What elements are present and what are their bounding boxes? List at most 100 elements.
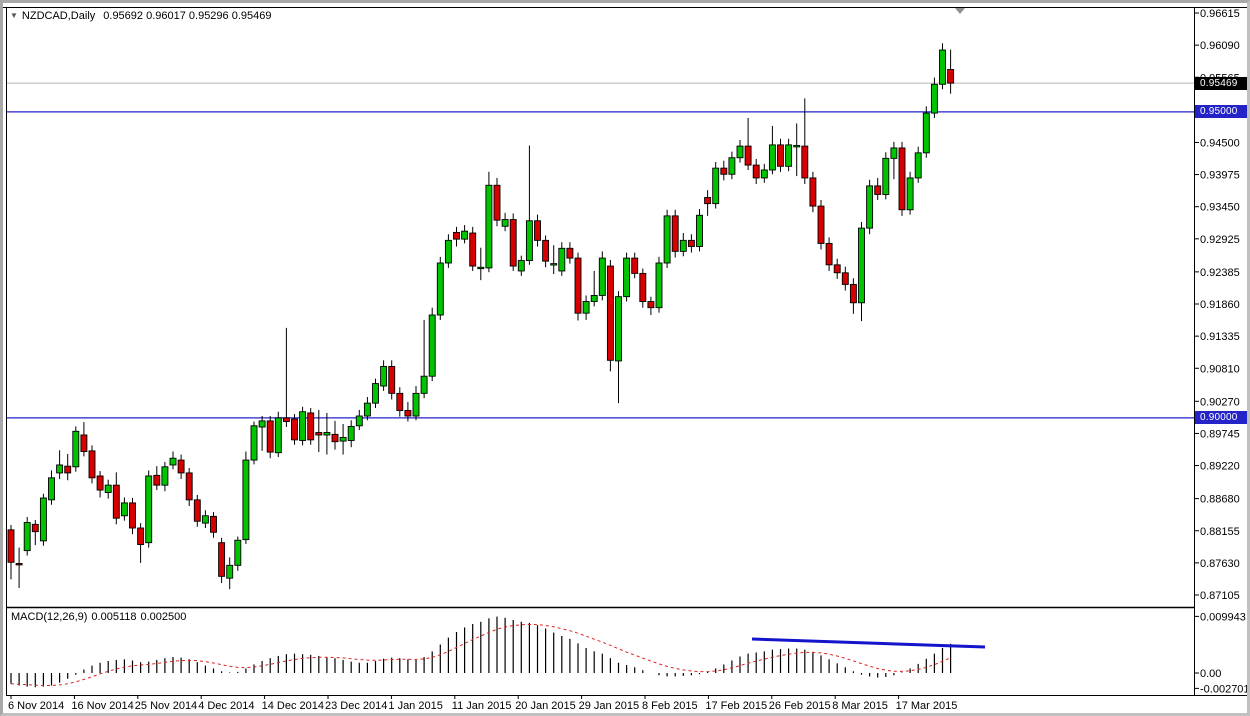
- candle-body: [380, 365, 388, 387]
- price-axis-label: 0.87105: [1200, 590, 1240, 602]
- dropdown-triangle-icon[interactable]: ▼: [10, 11, 18, 20]
- candle-body: [48, 477, 55, 501]
- candle-body: [898, 147, 906, 211]
- candle-body: [64, 465, 72, 474]
- level-price-tag-90000: 0.90000: [1195, 411, 1247, 424]
- chart-shift-marker-icon: [955, 8, 965, 14]
- date-axis-label: 17 Mar 2015: [896, 700, 958, 712]
- candle-body: [631, 257, 639, 274]
- candle-body: [145, 475, 153, 544]
- candle-body: [882, 157, 890, 195]
- date-axis-label: 11 Jan 2015: [452, 700, 512, 712]
- candle-body: [347, 425, 355, 441]
- candle-body: [258, 420, 266, 428]
- price-axis-label: 0.89220: [1200, 461, 1240, 473]
- candle-body: [679, 239, 687, 252]
- candle-body: [704, 197, 712, 205]
- candle-body: [874, 185, 882, 195]
- price-axis-label: 0.96090: [1200, 40, 1240, 52]
- candle-body: [461, 230, 469, 240]
- candle-body: [914, 152, 922, 179]
- candle-body: [890, 147, 898, 159]
- indicator-name: MACD(12,26,9): [11, 611, 88, 623]
- candle-body: [201, 515, 209, 524]
- candle-body: [315, 432, 323, 436]
- candle-body: [177, 459, 185, 474]
- chart-title: ▼ NZDCAD,Daily 0.95692 0.96017 0.95296 0.9…: [10, 10, 271, 22]
- candle-body: [404, 410, 412, 417]
- candle-body: [760, 169, 768, 179]
- price-axis-label: 0.91860: [1200, 299, 1240, 311]
- candle-body: [193, 499, 201, 522]
- date-axis-label: 16 Nov 2014: [71, 700, 133, 712]
- candle-body: [129, 502, 136, 529]
- candle-body: [169, 457, 177, 466]
- candle-body: [218, 542, 226, 577]
- candle-body: [509, 219, 517, 267]
- bid-price-tag: 0.95469: [1195, 77, 1247, 90]
- candle-body: [226, 564, 234, 579]
- candle-body: [323, 432, 331, 436]
- candle-body: [444, 239, 452, 264]
- candle-body: [355, 415, 363, 427]
- date-axis-label: 14 Dec 2014: [262, 700, 324, 712]
- date-axis-label: 1 Jan 2015: [388, 700, 442, 712]
- price-axis-label: 0.94500: [1200, 137, 1240, 149]
- ohlc-values: 0.95692 0.96017 0.95296 0.95469: [103, 10, 272, 22]
- date-axis-label: 4 Dec 2014: [198, 700, 254, 712]
- price-axis-label: 0.87630: [1200, 558, 1240, 570]
- candle-body: [56, 464, 64, 474]
- candle-body: [120, 502, 128, 517]
- candle-body: [947, 69, 955, 84]
- candle-body: [833, 264, 841, 274]
- date-axis-label: 26 Feb 2015: [769, 700, 831, 712]
- macd-axis-label: 0.009943: [1200, 611, 1246, 623]
- candle-body: [112, 484, 120, 519]
- candle-body: [841, 272, 849, 285]
- candle-body: [493, 184, 501, 221]
- candle-body: [412, 392, 420, 417]
- indicator-signal-value: 0.002500: [140, 611, 187, 623]
- candle-body: [525, 220, 533, 262]
- candle-body: [469, 232, 477, 267]
- price-axis-label: 0.96615: [1200, 8, 1240, 20]
- candle-body: [299, 411, 307, 441]
- date-axis-label: 17 Feb 2015: [705, 700, 767, 712]
- candle-body: [453, 231, 460, 240]
- candle-body: [930, 83, 938, 114]
- candle-body: [558, 247, 566, 272]
- price-axis-label: 0.89745: [1200, 428, 1240, 440]
- candle-body: [234, 539, 242, 566]
- date-axis-label: 23 Dec 2014: [325, 700, 387, 712]
- date-axis-label: 25 Nov 2014: [135, 700, 197, 712]
- candle-body: [88, 450, 96, 479]
- candle-body: [210, 515, 217, 533]
- candle-body: [542, 239, 550, 262]
- candle-body: [39, 497, 47, 542]
- candle-body: [307, 412, 315, 441]
- indicator-label: MACD(12,26,9) 0.005118 0.002500: [11, 611, 190, 623]
- symbol-period-label: NZDCAD,Daily: [21, 10, 96, 22]
- chart-canvas[interactable]: 0.966150.960900.955650.945000.939750.934…: [3, 3, 1250, 716]
- candle-body: [720, 167, 728, 175]
- candle-body: [363, 402, 371, 417]
- price-axis-label: 0.93975: [1200, 170, 1240, 182]
- candle-body: [801, 145, 809, 179]
- candle-body: [96, 475, 104, 491]
- candle-body: [137, 527, 145, 545]
- candle-body: [574, 257, 582, 314]
- candle-body: [153, 474, 161, 486]
- candle-body: [606, 265, 614, 361]
- price-axis-label: 0.88155: [1200, 526, 1240, 538]
- candle-body: [282, 417, 290, 422]
- date-axis-label: 8 Feb 2015: [642, 700, 698, 712]
- candle-body: [639, 272, 647, 303]
- candle-body: [185, 472, 193, 501]
- candle-body: [15, 563, 23, 566]
- candle-body: [31, 523, 39, 533]
- candle-body: [849, 283, 857, 304]
- candle-body: [7, 529, 15, 563]
- price-axis-label: 0.90270: [1200, 396, 1240, 408]
- candle-body: [939, 49, 946, 85]
